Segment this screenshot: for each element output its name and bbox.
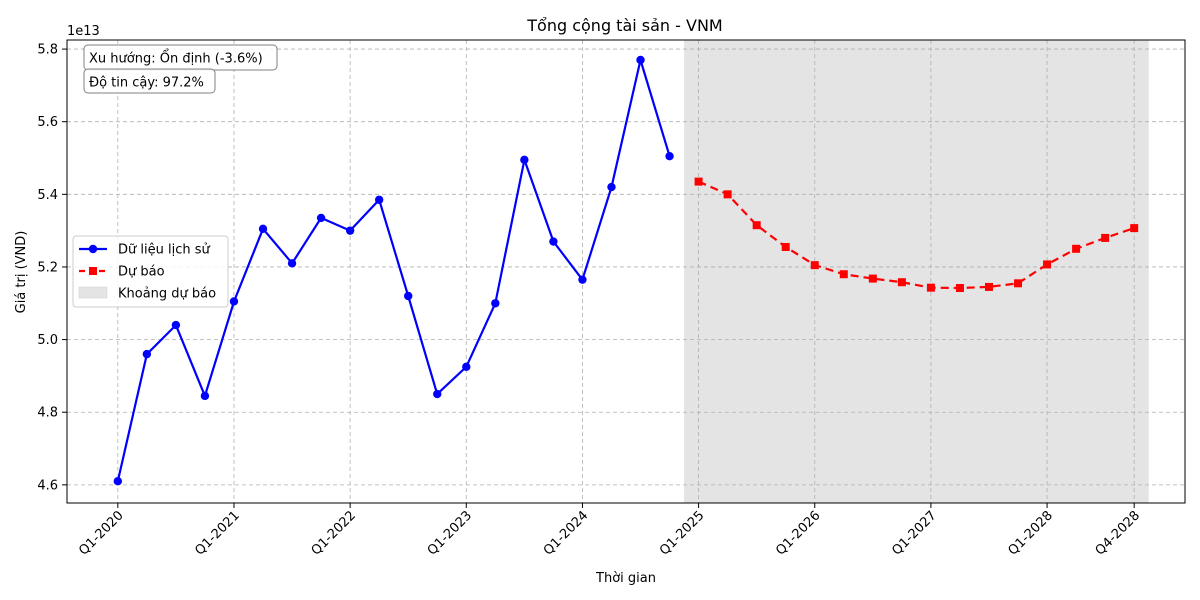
confidence-annotation: Độ tin cậy: 97.2% — [89, 76, 204, 91]
legend-marker-square — [89, 267, 97, 275]
forecast-point — [1014, 279, 1023, 288]
historical-point — [200, 391, 210, 401]
forecast-point — [897, 278, 906, 287]
forecast-point — [1072, 244, 1081, 253]
plot-frame — [66, 39, 1186, 504]
chart-title: Tổng cộng tài sản - VNM — [526, 16, 722, 35]
y-tick-label: 4.6 — [37, 478, 58, 493]
historical-point — [374, 195, 384, 204]
legend-marker-circle — [88, 244, 98, 254]
forecast-point — [723, 190, 732, 199]
y-tick-label: 5.6 — [37, 115, 58, 130]
historical-point — [345, 226, 355, 235]
legend-label: Dữ liệu lịch sử — [118, 243, 210, 258]
y-tick-label: 5.2 — [37, 260, 58, 275]
y-tick-label: 5.4 — [37, 188, 58, 203]
trend-annotation: Xu hướng: Ổn định (-3.6%) — [89, 50, 263, 67]
forecast-point — [1043, 260, 1052, 269]
legend-label: Khoảng dự báo — [118, 287, 216, 302]
forecast-point — [955, 284, 964, 293]
forecast-point — [781, 242, 790, 251]
historical-point — [636, 55, 645, 65]
series-historical — [113, 55, 674, 486]
historical-point — [665, 152, 674, 161]
forecast-band-layer — [684, 40, 1149, 503]
annotation-box — [83, 68, 216, 94]
legend: Dữ liệu lịch sử Dự báo Khoảng dự báo — [72, 235, 229, 308]
forecast-point — [868, 274, 877, 283]
y-tick-label: 5.0 — [37, 333, 58, 348]
historical-point — [287, 259, 297, 268]
historical-point — [258, 224, 268, 234]
legend-box — [72, 235, 229, 308]
historical-point — [113, 477, 123, 486]
y-axis-multiplier: 1e13 — [67, 24, 100, 39]
y-tick-label: 5.8 — [37, 43, 58, 58]
forecast-point — [752, 221, 761, 230]
y-tick-label: 4.8 — [37, 406, 58, 421]
grid-layer — [67, 40, 1185, 503]
forecast-point — [1101, 233, 1110, 242]
historical-point — [171, 320, 181, 330]
legend-label: Dự báo — [118, 265, 165, 280]
forecast-point — [984, 282, 993, 291]
historical-point — [578, 275, 587, 284]
historical-point — [404, 291, 413, 301]
historical-point — [549, 237, 558, 246]
historical-point — [316, 213, 326, 223]
historical-point — [462, 362, 471, 372]
forecast-point — [839, 270, 848, 279]
series-forecast — [694, 177, 1139, 293]
forecast-point — [926, 283, 935, 292]
forecast-point — [1130, 224, 1139, 233]
forecast-line — [698, 180, 1135, 290]
forecast-point — [810, 261, 819, 270]
forecast-band — [684, 40, 1149, 503]
historical-point — [520, 155, 529, 165]
historical-point — [433, 389, 442, 399]
y-axis-label: Giá trị (VND) — [14, 231, 29, 314]
historical-point — [491, 299, 500, 308]
historical-point — [229, 297, 239, 306]
historical-point — [142, 349, 152, 359]
historical-point — [607, 182, 616, 192]
x-axis-label: Thời gian — [595, 571, 656, 586]
historical-line — [116, 58, 671, 482]
forecast-point — [694, 177, 703, 186]
series-layer — [113, 55, 1139, 486]
legend-swatch-band — [78, 286, 108, 299]
annotation-layer: Xu hướng: Ổn định (-3.6%) Độ tin cậy: 97.… — [83, 44, 278, 94]
